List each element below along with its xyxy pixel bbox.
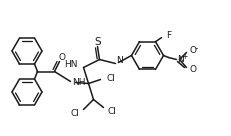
Text: N: N <box>177 55 183 64</box>
Text: N: N <box>116 56 123 65</box>
Text: +: + <box>181 52 187 61</box>
Text: -: - <box>194 44 197 53</box>
Text: O: O <box>189 46 196 55</box>
Text: S: S <box>94 36 100 47</box>
Text: F: F <box>166 31 171 40</box>
Text: O: O <box>189 65 196 74</box>
Text: Cl: Cl <box>70 109 79 118</box>
Text: Cl: Cl <box>107 107 116 116</box>
Text: NH: NH <box>72 78 86 87</box>
Text: HN: HN <box>64 60 77 69</box>
Text: O: O <box>59 53 66 62</box>
Text: Cl: Cl <box>106 74 115 83</box>
